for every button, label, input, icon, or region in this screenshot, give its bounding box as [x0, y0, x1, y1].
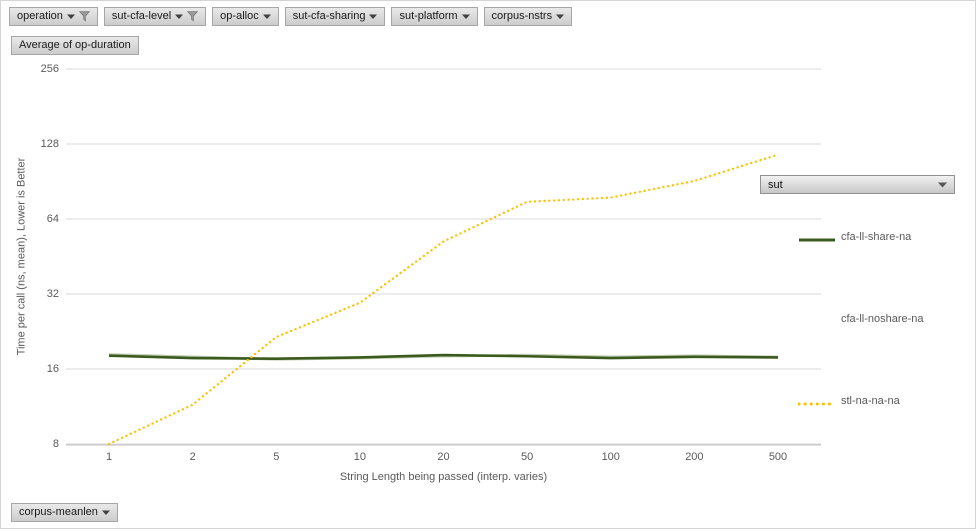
filter-button-label: corpus-nstrs: [491, 10, 553, 22]
filter-button-operation[interactable]: operation: [9, 7, 98, 26]
filter-button-sut-cfa-level[interactable]: sut-cfa-level: [103, 7, 207, 26]
filter-button-label: op-alloc: [220, 10, 259, 22]
y-tick-label-256: 256: [40, 63, 59, 75]
x-tick-label-1: 1: [105, 451, 113, 463]
chevron-down-icon: [101, 510, 110, 515]
filter-button-label: sut-cfa-level: [111, 10, 172, 22]
x-tick-label-200: 200: [685, 451, 704, 463]
filter-funnel-icon: [78, 11, 90, 22]
filter-button-label: sut-cfa-sharing: [292, 10, 366, 22]
legend-swatch-solid: [798, 234, 836, 242]
legend-label: cfa-ll-noshare-na: [841, 313, 924, 325]
filter-button-label: operation: [17, 10, 63, 22]
x-tick-label-5: 5: [273, 451, 280, 463]
legend-swatch-none: [798, 316, 836, 322]
chevron-down-icon: [66, 14, 75, 19]
series-line-cfa-ll-share-na[interactable]: [108, 353, 779, 360]
x-tick-label-10: 10: [353, 451, 366, 463]
x-tick-label-2: 2: [189, 451, 196, 463]
axis-field-label: corpus-meanlen: [19, 506, 98, 518]
filter-funnel-icon: [187, 11, 199, 22]
y-tick-label-128: 128: [40, 138, 59, 150]
legend-entry-cfa-ll-share-na[interactable]: cfa-ll-share-na: [798, 230, 911, 244]
chevron-down-icon: [262, 14, 271, 19]
axis-field-button[interactable]: corpus-meanlen: [11, 503, 118, 522]
y-tick-label-8: 8: [52, 438, 59, 450]
filter-button-label: sut-platform: [399, 10, 458, 22]
legend-entry-cfa-ll-noshare-na[interactable]: cfa-ll-noshare-na: [798, 312, 924, 326]
series-line-stl-na-na-na[interactable]: [107, 153, 780, 446]
chevron-down-icon: [369, 14, 378, 19]
chevron-down-icon: [938, 182, 947, 187]
value-field-label: Average of op-duration: [19, 39, 131, 51]
x-tick-label-20: 20: [437, 451, 450, 463]
y-axis-title: Time per call (ns, mean), Lower is Bette…: [15, 157, 28, 356]
legend-field-label: sut: [768, 178, 783, 191]
filter-button-corpus-nstrs[interactable]: corpus-nstrs: [483, 7, 573, 26]
y-tick-label-64: 64: [46, 213, 59, 225]
filter-button-op-alloc[interactable]: op-alloc: [212, 7, 279, 26]
x-tick-label-100: 100: [601, 451, 620, 463]
legend-label: cfa-ll-share-na: [841, 231, 912, 243]
y-tick-label-32: 32: [46, 288, 59, 300]
x-tick-label-500: 500: [768, 451, 788, 463]
chevron-down-icon: [556, 14, 565, 19]
value-field-button[interactable]: Average of op-duration: [11, 36, 139, 55]
legend-swatch-dotted: [797, 398, 837, 406]
y-tick-label-16: 16: [46, 363, 59, 375]
legend-field-dropdown[interactable]: sut: [760, 175, 955, 194]
legend-entry-stl-na-na-na[interactable]: stl-na-na-na: [797, 394, 900, 408]
filter-row: operation sut-cfa-level op-alloc sut-cfa-sh…: [9, 7, 573, 26]
legend-label: stl-na-na-na: [841, 395, 900, 407]
chevron-down-icon: [461, 14, 470, 19]
filter-button-sut-cfa-sharing[interactable]: sut-cfa-sharing: [284, 7, 386, 26]
x-tick-label-50: 50: [521, 451, 534, 463]
x-axis-title: String Length being passed (interp. vari…: [339, 471, 548, 483]
filter-button-sut-platform[interactable]: sut-platform: [391, 7, 478, 26]
chevron-down-icon: [175, 14, 184, 19]
